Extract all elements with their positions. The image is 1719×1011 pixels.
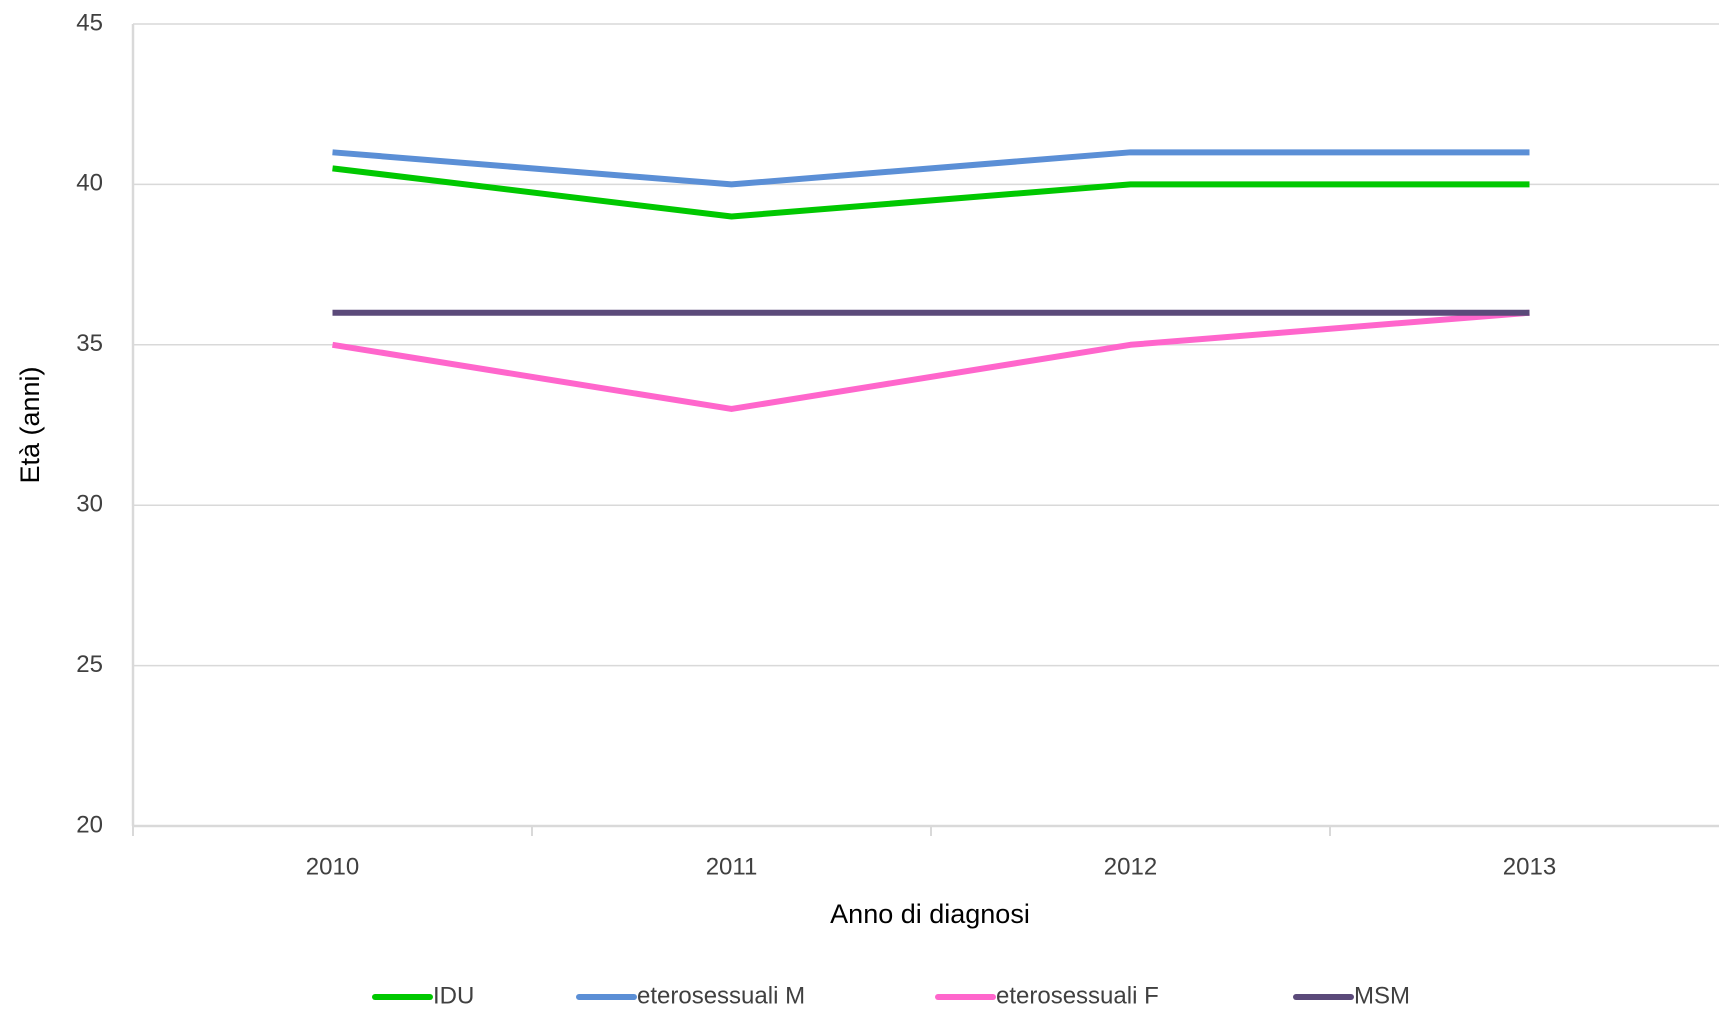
legend-label: MSM xyxy=(1354,982,1410,1009)
y-tick-label: 25 xyxy=(76,651,103,678)
series-line xyxy=(332,165,1530,220)
y-axis-title: Età (anni) xyxy=(15,366,45,483)
y-tick-label: 30 xyxy=(76,491,103,518)
y-tick-label: 35 xyxy=(76,330,103,357)
y-tick-label: 20 xyxy=(76,811,103,838)
series-line xyxy=(332,149,1530,188)
series-line xyxy=(332,309,1530,412)
x-tick-label: 2010 xyxy=(306,853,359,880)
y-tick-label: 40 xyxy=(76,170,103,197)
x-tick-label: 2011 xyxy=(706,853,758,880)
legend-label: IDU xyxy=(433,982,474,1009)
x-tick-label: 2012 xyxy=(1104,853,1157,880)
x-axis-title: Anno di diagnosi xyxy=(830,899,1030,929)
x-tick-label: 2013 xyxy=(1503,853,1556,880)
legend-label: eterosessuali F xyxy=(996,982,1159,1009)
legend-label: eterosessuali M xyxy=(637,982,805,1009)
y-tick-label: 45 xyxy=(76,9,103,36)
